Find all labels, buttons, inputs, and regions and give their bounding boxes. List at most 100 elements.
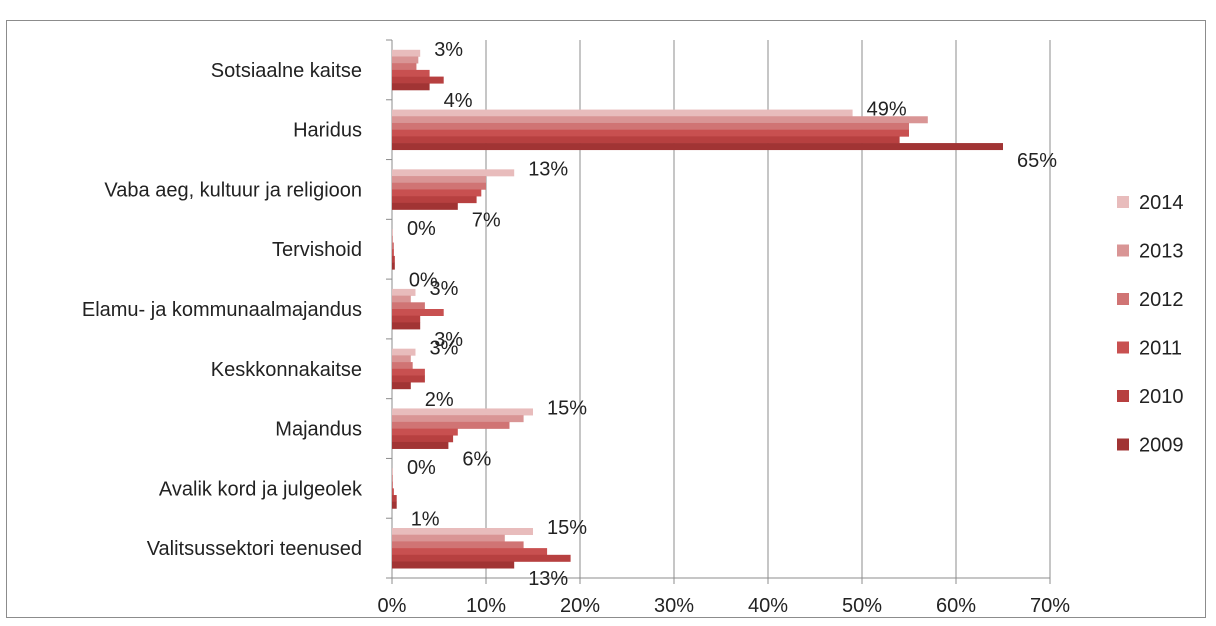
- data-label: 13%: [528, 158, 568, 180]
- bar-2013: [392, 56, 419, 64]
- bar-2011: [392, 428, 458, 436]
- bar-2010: [392, 315, 421, 323]
- bar-2011: [392, 69, 430, 77]
- bar-2009: [392, 83, 430, 91]
- x-tick-label: 40%: [748, 595, 788, 617]
- bar-2013: [392, 116, 928, 124]
- bar-2012: [392, 362, 413, 370]
- bar-2009: [392, 441, 449, 449]
- bar-2010: [392, 375, 425, 383]
- data-label: 13%: [528, 568, 568, 590]
- bar-2011: [392, 309, 444, 316]
- data-label: 3%: [430, 338, 459, 360]
- bar-2009: [392, 202, 458, 210]
- category-label: Tervishoid: [272, 239, 362, 261]
- bar-2010: [392, 255, 395, 263]
- bar-2013: [392, 415, 524, 423]
- x-tick-label: 60%: [936, 595, 976, 617]
- bar-2012: [392, 302, 425, 310]
- bar-2009: [392, 382, 411, 390]
- legend-swatch: [1117, 293, 1129, 305]
- x-tick-label: 20%: [560, 595, 600, 617]
- bar-2012: [392, 63, 417, 71]
- bar-2014: [392, 468, 393, 476]
- x-tick-label: 0%: [378, 595, 407, 617]
- bar-2011: [392, 249, 394, 257]
- bar-2014: [392, 49, 421, 57]
- data-label: 15%: [547, 517, 587, 539]
- x-tick-label: 10%: [466, 595, 506, 617]
- bar-2009: [392, 501, 397, 509]
- legend-label: 2010: [1139, 386, 1184, 408]
- data-label: 6%: [462, 449, 491, 471]
- bar-2010: [392, 76, 444, 84]
- bar-2011: [392, 548, 548, 556]
- data-label: 0%: [409, 269, 438, 291]
- bar-2014: [392, 348, 416, 356]
- legend-label: 2013: [1139, 241, 1184, 263]
- data-label: 65%: [1017, 150, 1057, 172]
- chart-frame: [6, 20, 1206, 618]
- category-label: Valitsussektori teenused: [147, 538, 362, 560]
- data-label: 0%: [407, 218, 436, 240]
- x-tick-label: 50%: [842, 595, 882, 617]
- bar-2012: [392, 541, 524, 549]
- x-tick-label: 70%: [1030, 595, 1070, 617]
- bar-2012: [392, 122, 909, 130]
- bar-2010: [392, 435, 454, 443]
- bar-2010: [392, 136, 900, 144]
- bar-2010: [392, 196, 477, 204]
- legend-label: 2012: [1139, 289, 1184, 311]
- legend-swatch: [1117, 196, 1129, 208]
- bar-2014: [392, 528, 533, 536]
- legend-label: 2011: [1139, 338, 1182, 360]
- data-label: 7%: [472, 210, 501, 232]
- category-label: Haridus: [293, 120, 362, 142]
- bar-2011: [392, 189, 482, 197]
- data-label: 3%: [430, 278, 459, 300]
- bar-2009: [392, 143, 1003, 151]
- bar-2014: [392, 408, 533, 416]
- x-tick-label: 30%: [654, 595, 694, 617]
- bar-2011: [392, 368, 425, 376]
- data-label: 4%: [444, 90, 473, 112]
- bar-2013: [392, 534, 505, 542]
- data-label: 3%: [434, 329, 463, 351]
- bar-2014: [392, 229, 393, 237]
- category-label: Avalik kord ja julgeolek: [159, 478, 363, 500]
- category-label: Vaba aeg, kultuur ja religioon: [104, 179, 362, 201]
- bar-2013: [392, 235, 393, 243]
- bar-2009: [392, 322, 421, 330]
- bar-2012: [392, 481, 393, 489]
- data-label: 15%: [547, 397, 587, 419]
- bar-2013: [392, 474, 393, 482]
- bar-2012: [392, 421, 510, 429]
- category-label: Sotsiaalne kaitse: [211, 60, 362, 82]
- bar-2010: [392, 495, 397, 503]
- legend-swatch: [1117, 341, 1129, 354]
- legend-swatch: [1117, 244, 1129, 257]
- legend-swatch: [1117, 438, 1129, 451]
- bar-2014: [392, 109, 853, 117]
- bar-2011: [392, 129, 909, 137]
- data-label: 1%: [411, 508, 440, 530]
- legend-label: 2014: [1139, 192, 1184, 214]
- category-label: Majandus: [275, 419, 362, 441]
- data-label: 2%: [425, 389, 454, 411]
- bar-2014: [392, 169, 515, 177]
- data-label: 49%: [867, 99, 907, 121]
- bar-2011: [392, 488, 394, 496]
- bar-2009: [392, 262, 395, 270]
- legend-swatch: [1117, 390, 1129, 402]
- legend-label: 2009: [1139, 435, 1184, 457]
- data-label: 3%: [434, 39, 463, 61]
- category-label: Elamu- ja kommunaalmajandus: [82, 299, 362, 321]
- bar-2013: [392, 176, 486, 184]
- bar-2012: [392, 182, 486, 190]
- bar-2010: [392, 554, 571, 562]
- bar-2013: [392, 355, 411, 363]
- bar-2014: [392, 288, 416, 296]
- bar-2013: [392, 295, 411, 303]
- data-label: 0%: [407, 457, 436, 479]
